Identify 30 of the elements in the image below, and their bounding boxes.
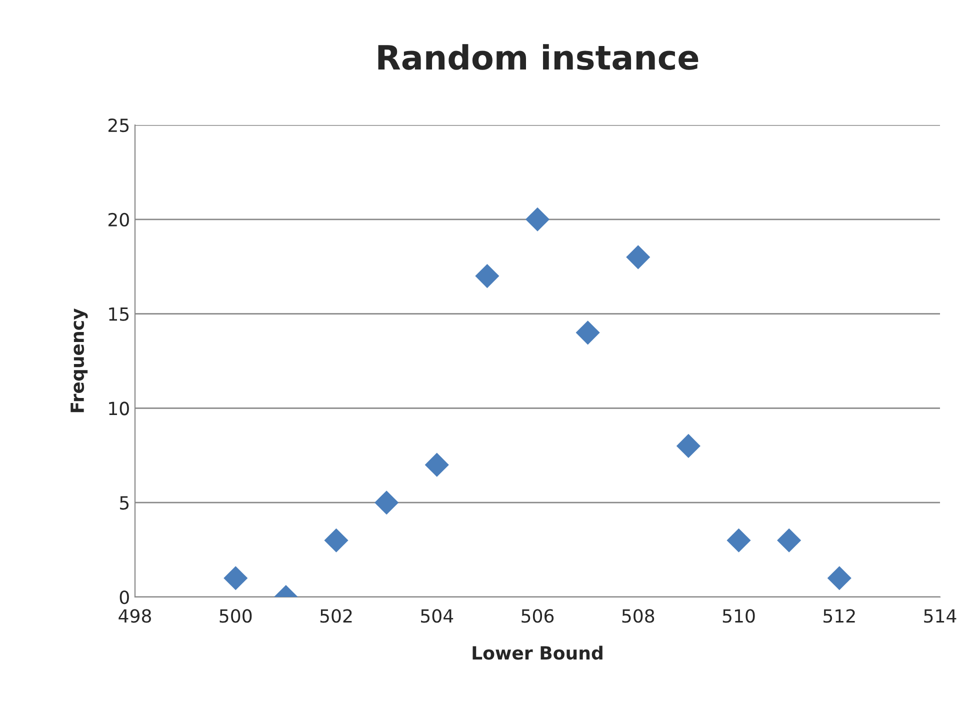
x-axis-title: Lower Bound [472, 646, 602, 660]
x-tick-label: 508 [622, 609, 654, 623]
point [475, 264, 500, 288]
point [777, 528, 802, 552]
x-tick-label: 510 [722, 609, 755, 623]
y-axis-title: Frequency [70, 308, 88, 412]
x-tick-label: 506 [522, 609, 554, 623]
point [626, 245, 650, 270]
y-tick-label: 10 [109, 402, 129, 416]
x-tick-label: 512 [824, 609, 855, 623]
y-tick-label: 15 [109, 307, 129, 321]
y-tick-label: 25 [108, 118, 129, 132]
point [424, 452, 449, 477]
x-tick-label: 498 [118, 609, 151, 623]
x-tick-label: 502 [320, 609, 352, 623]
point [676, 434, 700, 458]
point [576, 320, 600, 345]
y-tick-label: 0 [120, 590, 129, 604]
point [525, 207, 550, 232]
point [324, 528, 348, 552]
x-tick-label: 514 [924, 609, 956, 623]
point [374, 490, 399, 515]
chart-title: Random instance [378, 44, 698, 70]
x-tick-label: 504 [421, 609, 454, 623]
y-tick-label: 5 [120, 496, 129, 510]
point [224, 566, 248, 590]
point [726, 528, 751, 552]
point [827, 566, 852, 590]
y-tick-label: 20 [108, 212, 129, 227]
x-tick-label: 500 [220, 609, 252, 623]
